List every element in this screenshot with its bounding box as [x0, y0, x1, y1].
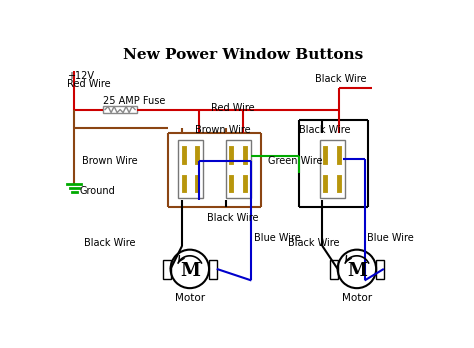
Text: +12V: +12V [66, 71, 93, 81]
Bar [209, 260, 217, 279]
Text: Blue Wire: Blue Wire [367, 233, 414, 243]
Text: Blue Wire: Blue Wire [254, 233, 301, 243]
Text: Brown Wire: Brown Wire [82, 156, 137, 166]
Text: Black Wire: Black Wire [83, 238, 135, 248]
Bar [376, 260, 384, 279]
Text: Brown Wire: Brown Wire [195, 125, 251, 135]
Text: New Power Window Buttons: New Power Window Buttons [123, 48, 363, 62]
Text: Red Wire: Red Wire [66, 79, 110, 89]
Text: Black Wire: Black Wire [288, 238, 339, 248]
Text: Black Wire: Black Wire [299, 125, 351, 135]
Text: Motor: Motor [175, 293, 205, 303]
Bar [226, 140, 251, 198]
Bar [103, 106, 137, 113]
Bar [163, 260, 171, 279]
Text: Black Wire: Black Wire [315, 74, 366, 84]
Text: Red Wire: Red Wire [210, 103, 254, 113]
Text: 25 AMP Fuse: 25 AMP Fuse [103, 96, 165, 106]
Text: Ground: Ground [80, 186, 116, 196]
Text: Black Wire: Black Wire [207, 213, 258, 223]
Bar [178, 140, 203, 198]
Bar [320, 140, 345, 198]
Text: M: M [180, 262, 200, 280]
Bar [330, 260, 337, 279]
Text: M: M [347, 262, 367, 280]
Text: Green Wire: Green Wire [268, 156, 323, 166]
Text: Motor: Motor [342, 293, 372, 303]
